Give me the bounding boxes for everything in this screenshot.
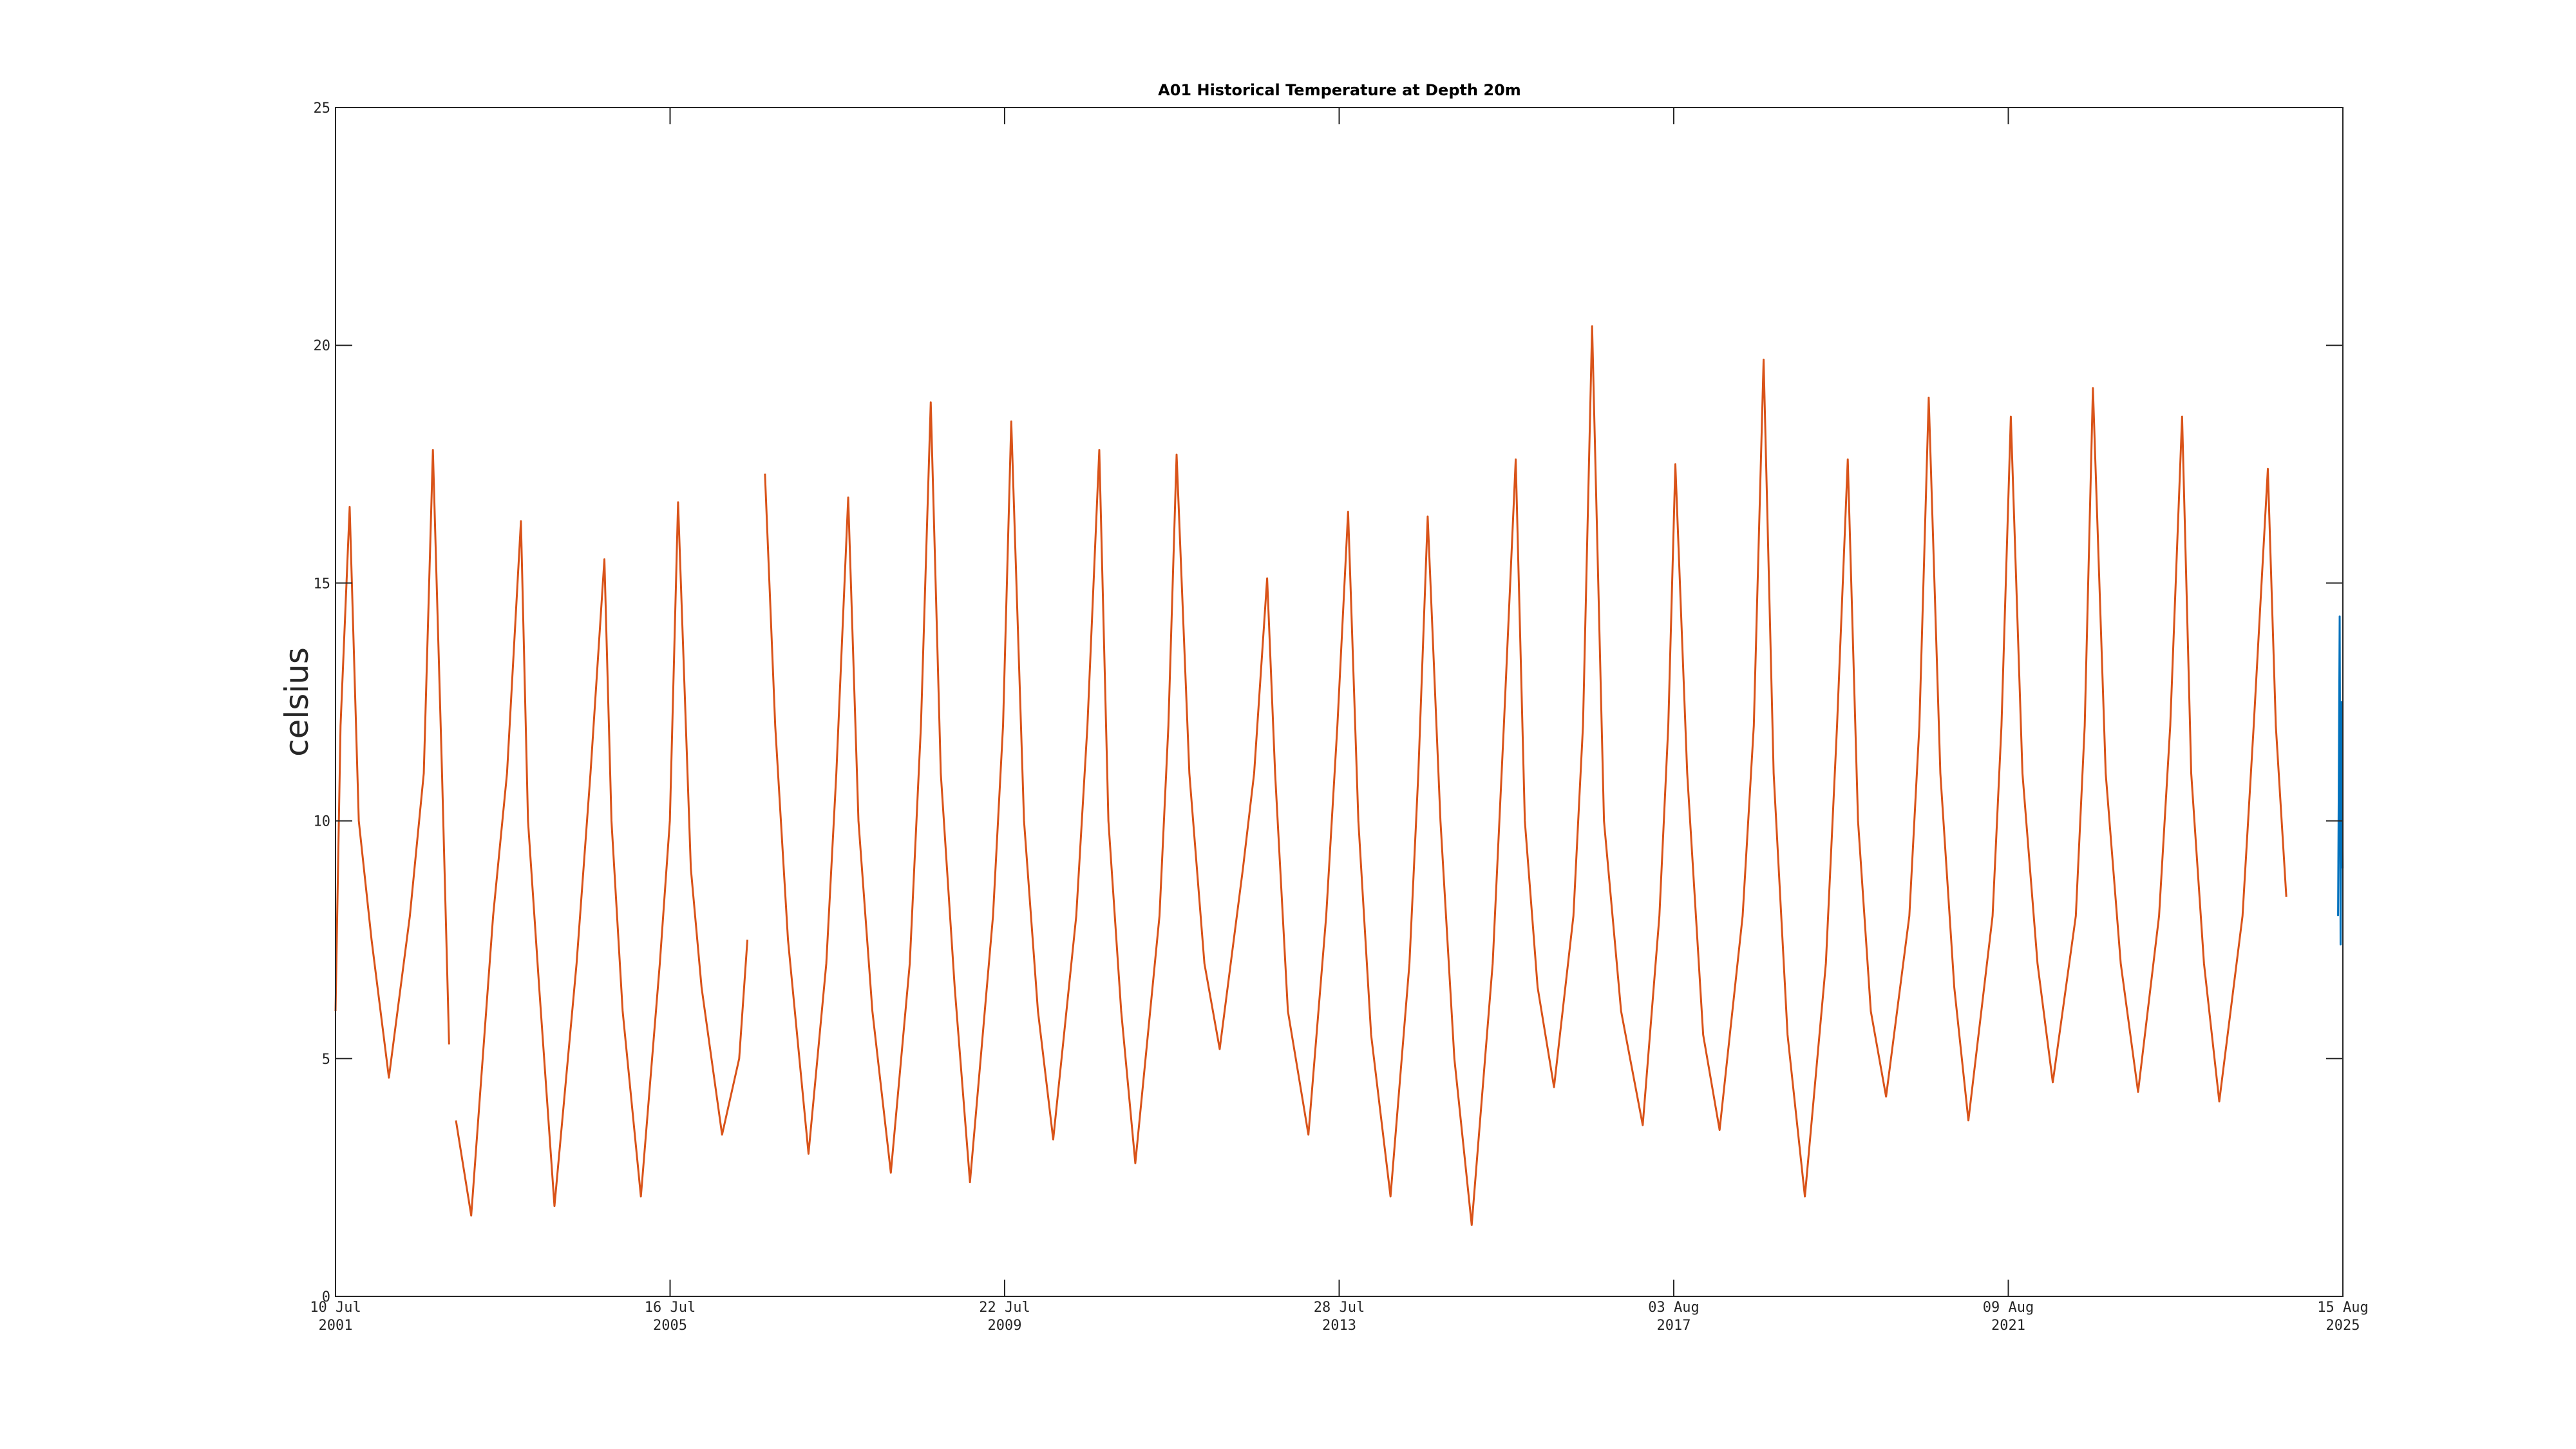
y-axis-label: celsius — [278, 647, 316, 757]
y-tick-label: 25 — [314, 100, 331, 117]
y-tick-label: 0 — [322, 1289, 330, 1305]
x-tick-label: 09 Aug — [1983, 1300, 2034, 1316]
temperature-line — [2337, 615, 2344, 946]
y-tick-label: 5 — [322, 1052, 330, 1068]
x-tick-label: 28 Jul — [1314, 1300, 1365, 1316]
x-tick-label: 2001 — [319, 1318, 353, 1334]
x-tick-label: 2009 — [988, 1318, 1022, 1334]
x-tick-label: 03 Aug — [1648, 1300, 1699, 1316]
x-tick-label: 16 Jul — [645, 1300, 696, 1316]
temperature-line — [334, 325, 2287, 1226]
x-tick-label: 2017 — [1657, 1318, 1691, 1334]
y-tick-label: 15 — [314, 576, 331, 592]
chart-title: A01 Historical Temperature at Depth 20m — [1158, 81, 1521, 99]
x-tick-label: 22 Jul — [979, 1300, 1030, 1316]
x-tick-label: 2013 — [1322, 1318, 1356, 1334]
x-tick-label: 10 Jul — [310, 1300, 361, 1316]
x-tick-label: 2025 — [2326, 1318, 2360, 1334]
y-tick-label: 10 — [314, 814, 331, 830]
x-tick-label: 15 Aug — [2317, 1300, 2368, 1316]
x-tick-label: 2005 — [653, 1318, 687, 1334]
x-tick-label: 2021 — [1991, 1318, 2025, 1334]
y-tick-label: 20 — [314, 338, 331, 354]
